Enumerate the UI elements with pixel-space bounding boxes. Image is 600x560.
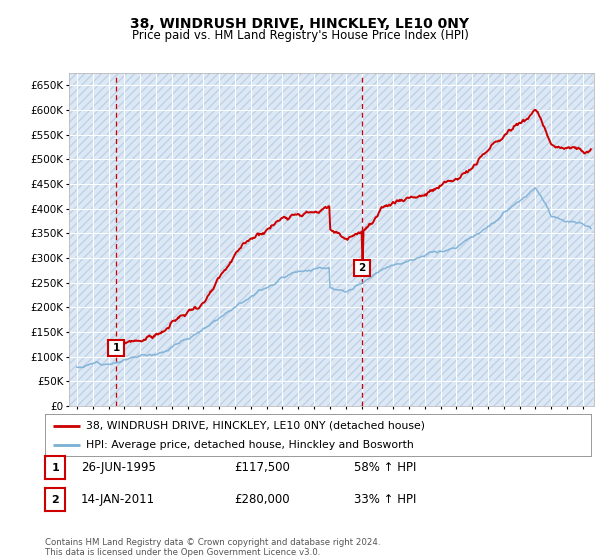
Text: 58% ↑ HPI: 58% ↑ HPI bbox=[354, 461, 416, 474]
Text: HPI: Average price, detached house, Hinckley and Bosworth: HPI: Average price, detached house, Hinc… bbox=[86, 440, 414, 450]
Text: 38, WINDRUSH DRIVE, HINCKLEY, LE10 0NY (detached house): 38, WINDRUSH DRIVE, HINCKLEY, LE10 0NY (… bbox=[86, 421, 425, 431]
Text: Price paid vs. HM Land Registry's House Price Index (HPI): Price paid vs. HM Land Registry's House … bbox=[131, 29, 469, 42]
Text: 2: 2 bbox=[52, 494, 59, 505]
Text: 38, WINDRUSH DRIVE, HINCKLEY, LE10 0NY: 38, WINDRUSH DRIVE, HINCKLEY, LE10 0NY bbox=[131, 17, 470, 31]
Text: 1: 1 bbox=[113, 343, 120, 353]
Text: 14-JAN-2011: 14-JAN-2011 bbox=[81, 493, 155, 506]
Text: 33% ↑ HPI: 33% ↑ HPI bbox=[354, 493, 416, 506]
Text: £280,000: £280,000 bbox=[234, 493, 290, 506]
Text: 2: 2 bbox=[359, 263, 366, 273]
Text: 1: 1 bbox=[52, 463, 59, 473]
Text: £117,500: £117,500 bbox=[234, 461, 290, 474]
Text: Contains HM Land Registry data © Crown copyright and database right 2024.
This d: Contains HM Land Registry data © Crown c… bbox=[45, 538, 380, 557]
Text: 26-JUN-1995: 26-JUN-1995 bbox=[81, 461, 156, 474]
